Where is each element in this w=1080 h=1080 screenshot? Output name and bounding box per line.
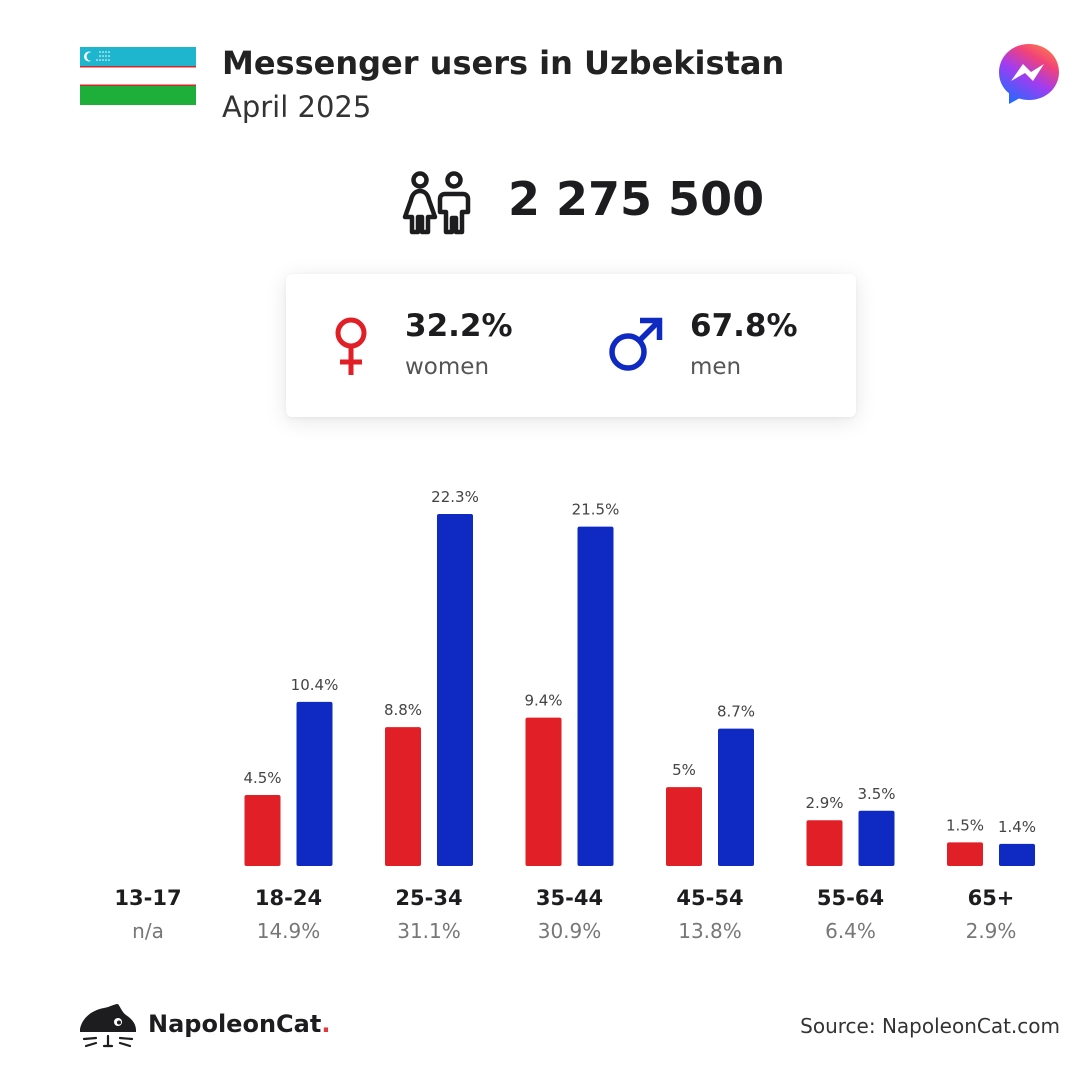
age-group-share-65+: 2.9%: [966, 919, 1017, 943]
bar-women-45-54: [666, 787, 702, 866]
age-group-label-65+: 65+: [968, 886, 1015, 910]
age-group-share-45-54: 13.8%: [678, 919, 742, 943]
bar-label-men-35-44: 21.5%: [572, 501, 620, 519]
bar-label-men-65+: 1.4%: [998, 818, 1036, 836]
bar-men-55-64: [858, 810, 895, 866]
bar-label-women-55-64: 2.9%: [805, 794, 843, 812]
age-group-label-35-44: 35-44: [536, 886, 603, 910]
messenger-logo-icon: [999, 44, 1059, 104]
uzbekistan-flag-icon: [80, 47, 196, 105]
bar-label-women-45-54: 5%: [672, 761, 696, 779]
gender-split-card: 32.2% women 67.8% men: [286, 274, 856, 417]
brand-text: NapoleonCat: [148, 1010, 322, 1038]
source-credit: Source: NapoleonCat.com: [800, 1014, 1060, 1038]
bar-women-35-44: [525, 717, 562, 866]
women-percentage: 32.2%: [405, 308, 513, 344]
bar-label-women-35-44: 9.4%: [524, 692, 562, 710]
total-users-value: 2 275 500: [508, 172, 765, 226]
bar-women-65+: [947, 842, 983, 866]
bar-label-men-55-64: 3.5%: [857, 785, 895, 803]
bar-label-men-25-34: 22.3%: [431, 488, 479, 506]
bar-label-women-25-34: 8.8%: [384, 701, 422, 719]
napoleoncat-logo-icon: [80, 1004, 136, 1048]
bar-men-65+: [999, 843, 1035, 866]
bar-men-45-54: [718, 728, 754, 866]
age-group-label-25-34: 25-34: [395, 886, 462, 910]
age-group-share-18-24: 14.9%: [257, 919, 321, 943]
male-icon: [609, 317, 663, 371]
age-group-label-45-54: 45-54: [676, 886, 743, 910]
age-group-share-35-44: 30.9%: [538, 919, 602, 943]
brand-name: NapoleonCat.: [148, 1010, 330, 1038]
men-label: men: [690, 354, 742, 380]
age-group-label-13-17: 13-17: [114, 886, 181, 910]
brand-dot: .: [321, 1010, 331, 1038]
men-percentage: 67.8%: [690, 308, 798, 344]
age-group-share-13-17: n/a: [132, 919, 164, 943]
age-group-share-25-34: 31.1%: [397, 919, 461, 943]
bar-men-18-24: [296, 701, 333, 866]
bar-label-women-65+: 1.5%: [946, 816, 984, 834]
bar-label-women-18-24: 4.5%: [243, 769, 281, 787]
bar-men-25-34: [437, 514, 473, 866]
page-title: Messenger users in Uzbekistan: [222, 44, 785, 82]
age-gender-bar-chart: 13-17 n/a 4.5% 10.4% 18-24 14.9% 8.8% 22.3% 25-3…: [114, 488, 1036, 943]
bar-label-men-45-54: 8.7%: [717, 703, 755, 721]
bar-women-55-64: [806, 820, 843, 866]
female-icon: [335, 317, 367, 375]
bar-men-35-44: [577, 526, 614, 866]
people-icon: [402, 171, 471, 235]
women-label: women: [405, 354, 490, 380]
age-group-label-55-64: 55-64: [817, 886, 884, 910]
bar-women-25-34: [385, 727, 421, 866]
age-group-share-55-64: 6.4%: [825, 919, 876, 943]
bar-label-men-18-24: 10.4%: [291, 676, 339, 694]
page-subtitle: April 2025: [222, 90, 372, 124]
age-group-label-18-24: 18-24: [255, 886, 322, 910]
bar-women-18-24: [244, 794, 281, 866]
